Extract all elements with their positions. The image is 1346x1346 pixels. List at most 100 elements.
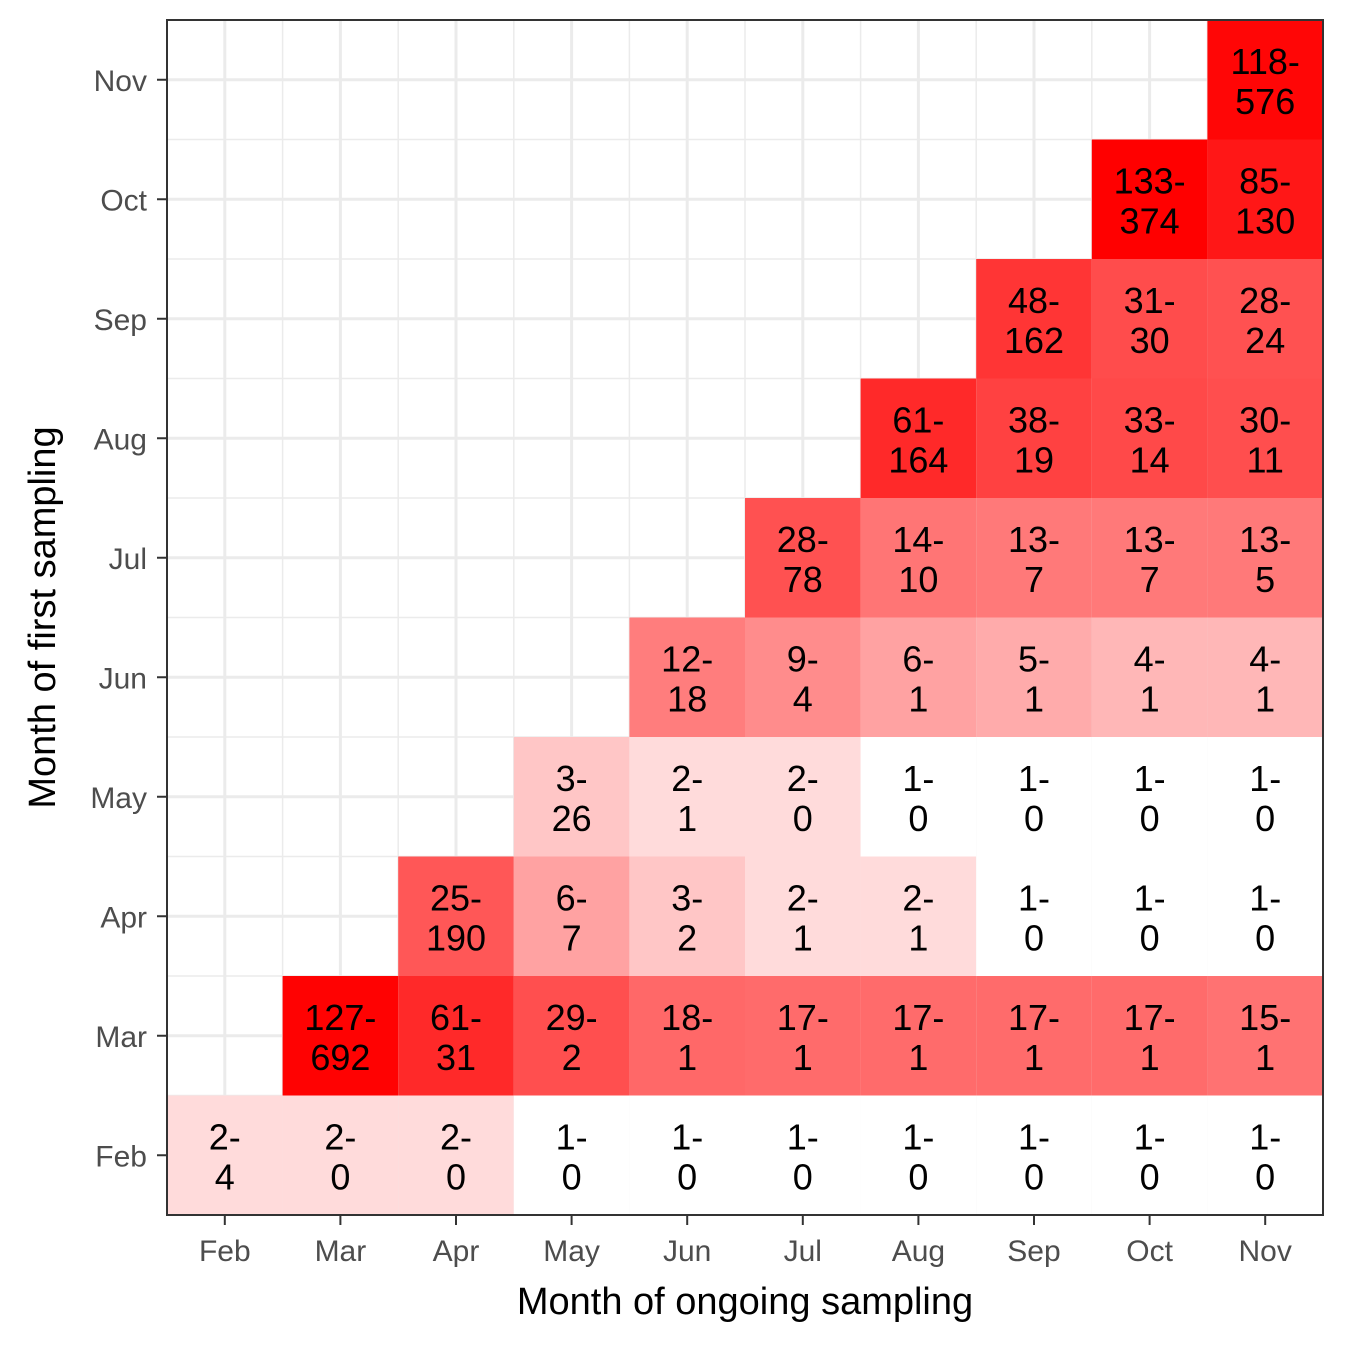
heatmap-cell: [1091, 378, 1208, 498]
y-tick-label: Aug: [94, 423, 147, 456]
heatmap-cell: [629, 856, 745, 976]
cell-label-top: 127-: [304, 997, 376, 1038]
cell-label-bottom: 1: [1024, 1037, 1044, 1078]
heatmap-cell: [860, 976, 977, 1096]
heatmap-cell: [398, 856, 514, 976]
cell-label-top: 1-: [1018, 1116, 1050, 1157]
cell-label-bottom: 0: [1140, 1156, 1160, 1197]
x-tick-label: Apr: [433, 1235, 480, 1268]
heatmap-cell: [513, 737, 630, 857]
cell-label-top: 2-: [787, 877, 819, 918]
x-axis: Feb Mar Apr May Jun Jul Aug Sep Oct Nov: [199, 1215, 1292, 1268]
heatmap-cell: [976, 856, 1092, 976]
heatmap-cell: [629, 976, 745, 1096]
heatmap-cell: [860, 498, 977, 618]
cell-label-top: 1-: [1018, 758, 1050, 799]
heatmap-cell: [860, 1095, 977, 1215]
cell-label-top: 1-: [1249, 1116, 1281, 1157]
heatmap-cell: [1091, 737, 1208, 857]
cell-label-top: 1-: [1134, 877, 1166, 918]
cell-label-bottom: 1: [908, 917, 928, 958]
heatmap-cell: [745, 1095, 861, 1215]
cell-label-top: 1-: [556, 1116, 588, 1157]
y-tick-label: Oct: [100, 184, 147, 217]
cell-label-bottom: 0: [562, 1156, 582, 1197]
heatmap-cells: [167, 20, 1323, 1215]
heatmap-cell: [745, 737, 861, 857]
heatmap-cell: [282, 1095, 399, 1215]
cell-label-top: 1-: [787, 1116, 819, 1157]
cell-label-top: 3-: [671, 877, 703, 918]
heatmap-cell: [1091, 259, 1208, 379]
cell-label-bottom: 1: [1255, 1037, 1275, 1078]
heatmap-cell: [976, 617, 1092, 737]
cell-label-top: 6-: [556, 877, 588, 918]
cell-label-bottom: 0: [1140, 917, 1160, 958]
cell-label-bottom: 30: [1130, 320, 1170, 361]
cell-label-top: 17-: [1124, 997, 1176, 1038]
cell-label-bottom: 0: [677, 1156, 697, 1197]
x-tick-label: Aug: [892, 1235, 945, 1268]
cell-label-bottom: 0: [446, 1156, 466, 1197]
cell-label-bottom: 0: [1024, 798, 1044, 839]
cell-label-top: 17-: [892, 997, 944, 1038]
heatmap-cell: [1091, 1095, 1208, 1215]
cell-label-bottom: 130: [1235, 200, 1295, 241]
heatmap-cell: [167, 1095, 283, 1215]
cell-label-bottom: 1: [908, 1037, 928, 1078]
cell-label-bottom: 26: [552, 798, 592, 839]
cell-label-bottom: 19: [1014, 439, 1054, 480]
heatmap-cell: [1207, 139, 1323, 259]
x-tick-label: Mar: [315, 1235, 367, 1268]
cell-label-bottom: 0: [1255, 1156, 1275, 1197]
y-tick-label: Jun: [99, 662, 147, 695]
heatmap-cell: [1207, 737, 1323, 857]
cell-label-bottom: 0: [1140, 798, 1160, 839]
cell-label-bottom: 24: [1245, 320, 1285, 361]
cell-label-bottom: 5: [1255, 559, 1275, 600]
cell-labels: 2-42-02-01-01-01-01-01-01-01-0127-69261-…: [209, 41, 1300, 1198]
heatmap-cell: [860, 856, 977, 976]
cell-label-bottom: 1: [677, 798, 697, 839]
heatmap-cell: [745, 617, 861, 737]
heatmap-cell: [629, 737, 745, 857]
cell-label-top: 9-: [787, 638, 819, 679]
cell-label-top: 12-: [661, 638, 713, 679]
heatmap-cell: [1207, 259, 1323, 379]
heatmap-cell: [1091, 976, 1208, 1096]
heatmap-cell: [629, 1095, 745, 1215]
cell-label-bottom: 0: [908, 798, 928, 839]
cell-label-bottom: 78: [783, 559, 823, 600]
cell-label-top: 13-: [1239, 519, 1291, 560]
cell-label-top: 2-: [440, 1116, 472, 1157]
y-tick-label: Mar: [95, 1021, 147, 1054]
heatmap-cell: [513, 856, 630, 976]
cell-label-top: 85-: [1239, 160, 1291, 201]
cell-label-top: 1-: [1134, 758, 1166, 799]
cell-label-top: 38-: [1008, 399, 1060, 440]
cell-label-top: 4-: [1249, 638, 1281, 679]
cell-label-top: 17-: [1008, 997, 1060, 1038]
heatmap-cell: [398, 1095, 514, 1215]
heatmap-cell: [513, 976, 630, 1096]
heatmap-cell: [1091, 617, 1208, 737]
cell-label-top: 1-: [1249, 877, 1281, 918]
y-axis: Feb Mar Apr May Jun Jul Aug Sep Oct Nov: [90, 65, 167, 1173]
heatmap-cell: [513, 1095, 630, 1215]
cell-label-top: 15-: [1239, 997, 1291, 1038]
cell-label-bottom: 162: [1004, 320, 1064, 361]
cell-label-top: 18-: [661, 997, 713, 1038]
cell-label-top: 118-: [1231, 41, 1300, 82]
y-tick-label: May: [90, 782, 147, 815]
heatmap-cell: [860, 378, 977, 498]
cell-label-top: 2-: [324, 1116, 356, 1157]
heatmap-cell: [1207, 378, 1323, 498]
heatmap-cell: [1207, 498, 1323, 618]
cell-label-bottom: 0: [908, 1156, 928, 1197]
x-tick-label: Sep: [1007, 1235, 1060, 1268]
heatmap-cell: [976, 976, 1092, 1096]
cell-label-top: 13-: [1008, 519, 1060, 560]
heatmap-cell: [745, 856, 861, 976]
cell-label-top: 2-: [209, 1116, 241, 1157]
